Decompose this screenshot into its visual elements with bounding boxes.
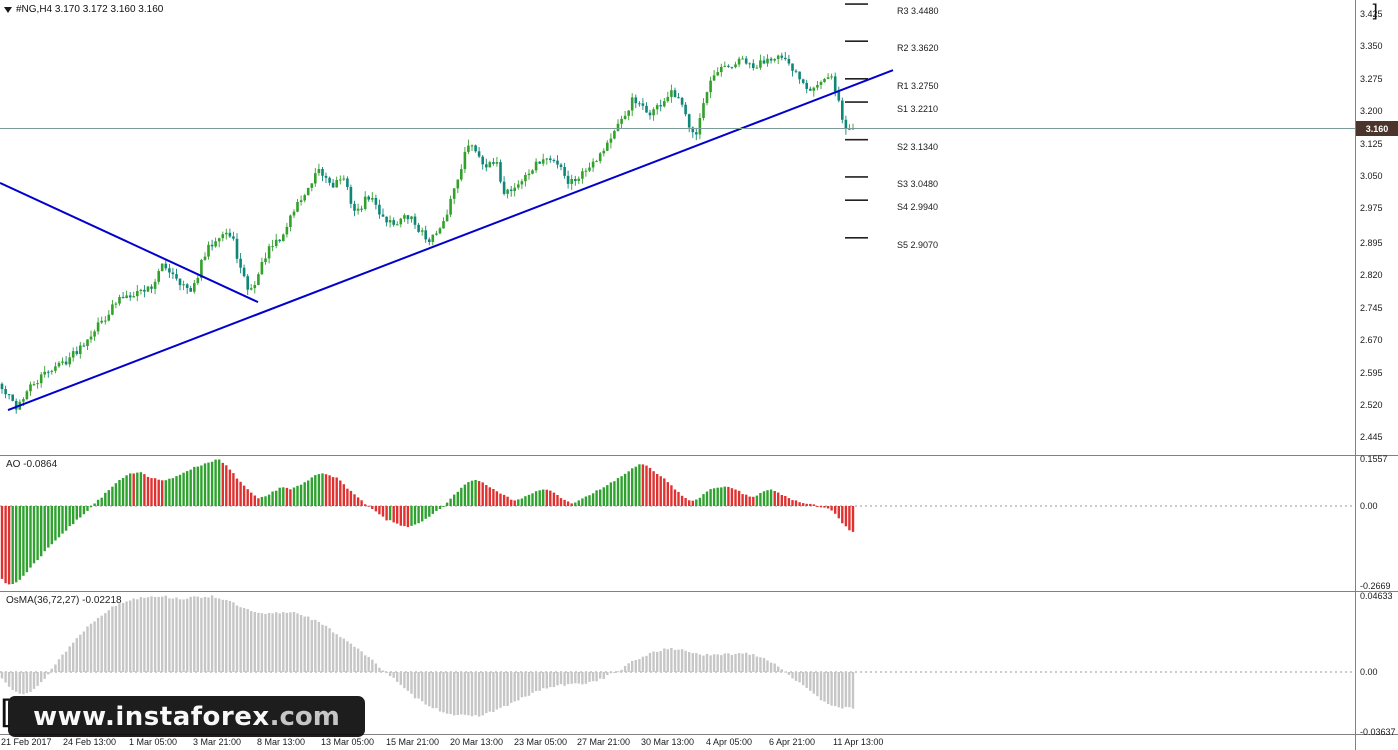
chart-title-bar: #NG,H4 3.170 3.172 3.160 3.160 bbox=[4, 4, 163, 15]
price-axis-label: 2.975 bbox=[1360, 203, 1383, 214]
osma-scale-label: -0.03637 bbox=[1360, 727, 1396, 737]
price-axis-label: 3.350 bbox=[1360, 41, 1383, 52]
time-axis-label: 8 Mar 13:00 bbox=[257, 737, 306, 747]
price-axis-label: 2.670 bbox=[1360, 335, 1383, 346]
osma-histogram bbox=[0, 595, 855, 717]
time-axis-label: 27 Mar 21:00 bbox=[577, 737, 631, 747]
time-axis-label: 21 Feb 2017 bbox=[1, 737, 52, 747]
time-axis-label: 30 Mar 13:00 bbox=[641, 737, 695, 747]
indicator-zero-lines bbox=[0, 505, 1355, 673]
time-axis-label: 6 Apr 21:00 bbox=[769, 737, 816, 747]
time-axis-label: 23 Mar 05:00 bbox=[514, 737, 568, 747]
osma-scale-label: 0.00 bbox=[1360, 667, 1378, 677]
price-axis-label: 3.200 bbox=[1360, 106, 1383, 117]
price-axis-label: 3.425 bbox=[1360, 9, 1383, 19]
osma-indicator-label: OsMA(36,72,27) -0.02218 bbox=[6, 595, 122, 606]
symbol-ohlc-title: #NG,H4 3.170 3.172 3.160 3.160 bbox=[16, 4, 164, 15]
pivot-level-marks bbox=[845, 3, 868, 239]
time-axis[interactable]: 21 Feb 2017 24 Feb 13:00 1 Mar 05:00 3 Mar … bbox=[0, 735, 1356, 750]
price-axis-label: 2.520 bbox=[1360, 399, 1383, 410]
time-axis-label: 1 Mar 05:00 bbox=[129, 737, 178, 747]
price-axis-label: 3.050 bbox=[1360, 171, 1383, 181]
watermark-text: www.instaforex bbox=[33, 701, 270, 732]
time-axis-label: 11 Apr 13:00 bbox=[833, 737, 884, 747]
price-axis-label: 2.895 bbox=[1360, 237, 1383, 248]
ao-histogram bbox=[0, 459, 855, 585]
price-axis-label: 2.595 bbox=[1360, 367, 1383, 378]
current-price-badge: 3.160 bbox=[1356, 121, 1398, 136]
ao-scale-label: -0.2669 bbox=[1360, 581, 1391, 592]
corner-mark-top-right: ] bbox=[1371, 1, 1379, 22]
watermark-suffix: .com bbox=[269, 701, 340, 732]
price-axis-label: 3.275 bbox=[1360, 73, 1383, 84]
time-axis-label: 15 Mar 21:00 bbox=[386, 737, 440, 747]
ao-indicator-label: AO -0.0864 bbox=[6, 459, 58, 470]
time-axis-label: 3 Mar 21:00 bbox=[193, 737, 242, 747]
time-axis-label: 20 Mar 13:00 bbox=[450, 737, 504, 747]
time-axis-label: 24 Feb 13:00 bbox=[63, 737, 117, 747]
candlestick-series bbox=[0, 52, 855, 414]
osma-scale-label: 0.04633 bbox=[1360, 590, 1393, 601]
ao-scale-label: 0.00 bbox=[1360, 501, 1378, 511]
price-axis[interactable]: 3.425 3.350 3.275 3.200 3.125 3.050 2.975 2.895… bbox=[1356, 0, 1398, 750]
instaforex-watermark: www.instaforex .com bbox=[8, 696, 365, 737]
price-axis-label: 2.820 bbox=[1360, 270, 1383, 281]
price-axis-label: 2.745 bbox=[1360, 302, 1383, 313]
time-axis-label: 13 Mar 05:00 bbox=[321, 737, 375, 747]
trendlines bbox=[0, 69, 894, 412]
corner-mark-bottom-left: [ bbox=[0, 693, 13, 731]
symbol-dropdown-icon bbox=[4, 6, 12, 13]
time-axis-label: 4 Apr 05:00 bbox=[706, 737, 753, 747]
price-axis-label: 3.125 bbox=[1360, 138, 1383, 149]
ao-scale-label: 0.1557 bbox=[1360, 454, 1388, 465]
price-axis-label: 2.445 bbox=[1360, 432, 1383, 443]
